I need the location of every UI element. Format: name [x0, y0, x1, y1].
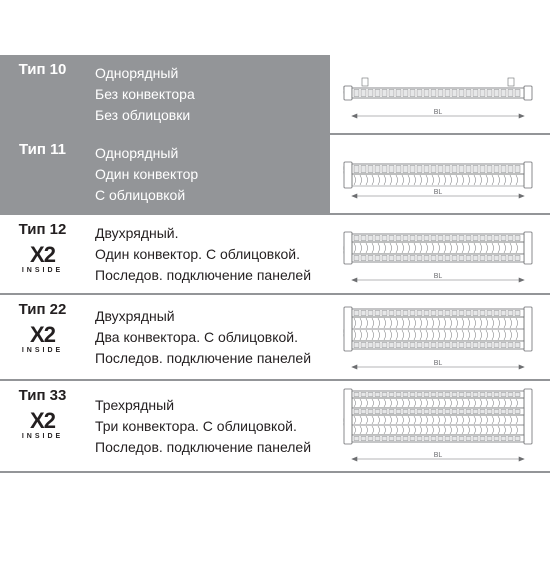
- svg-text:BL: BL: [434, 360, 443, 367]
- table-row: Тип 11 ОднорядныйОдин конвекторС облицовк…: [0, 135, 550, 215]
- svg-text:BL: BL: [434, 273, 443, 280]
- radiator-types-table: Тип 10ОднорядныйБез конвектораБез облицо…: [0, 55, 550, 473]
- type-cell: Тип 22 X2INSIDE: [0, 295, 85, 379]
- table-row: Тип 10 ОднорядныйБез конвектораБез облицо…: [0, 55, 550, 135]
- description-line: Один конвектор. С облицовкой.: [95, 244, 320, 265]
- description-line: Два конвектора. С облицовкой.: [95, 327, 320, 348]
- type-label: Тип 10: [19, 61, 67, 78]
- x2-top: X2: [30, 410, 55, 432]
- description-cell: ОднорядныйБез конвектораБез облицовки: [85, 55, 330, 133]
- x2-top: X2: [30, 324, 55, 346]
- x2-lower: INSIDE: [22, 347, 63, 354]
- type-cell: Тип 10: [0, 55, 85, 133]
- x2-lower: INSIDE: [22, 433, 63, 440]
- table-row: Тип 33 X2INSIDE ТрехрядныйТри конвектора. …: [0, 381, 550, 473]
- x2-inside-badge: X2INSIDE: [22, 244, 63, 274]
- diagram-cell: BLBT: [330, 215, 550, 293]
- type-label: Тип 33: [19, 387, 67, 404]
- description-line: Однорядный: [95, 143, 320, 164]
- type-label: Тип 22: [19, 301, 67, 318]
- svg-text:BL: BL: [434, 109, 443, 116]
- x2-inside-badge: X2INSIDE: [22, 324, 63, 354]
- description-line: Последов. подключение панелей: [95, 437, 320, 458]
- x2-top: X2: [30, 244, 55, 266]
- description-line: Без облицовки: [95, 105, 320, 126]
- type-cell: Тип 33 X2INSIDE: [0, 381, 85, 471]
- description-line: Однорядный: [95, 63, 320, 84]
- x2-inside-badge: X2INSIDE: [22, 410, 63, 440]
- description-line: Три конвектора. С облицовкой.: [95, 416, 320, 437]
- description-line: Без конвектора: [95, 84, 320, 105]
- description-line: Последов. подключение панелей: [95, 348, 320, 369]
- description-cell: ДвухрядныйДва конвектора. С облицовкой.П…: [85, 295, 330, 379]
- table-row: Тип 22 X2INSIDE ДвухрядныйДва конвектора. …: [0, 295, 550, 381]
- x2-lower: INSIDE: [22, 267, 63, 274]
- svg-text:BL: BL: [434, 189, 443, 196]
- diagram-cell: BLBT: [330, 55, 550, 133]
- diagram-cell: BLBT: [330, 381, 550, 471]
- type-cell: Тип 12 X2INSIDE: [0, 215, 85, 293]
- type-label: Тип 12: [19, 221, 67, 238]
- description-cell: Двухрядный.Один конвектор. С облицовкой.…: [85, 215, 330, 293]
- diagram-cell: BLBT: [330, 295, 550, 379]
- type-cell: Тип 11: [0, 135, 85, 213]
- description-line: Двухрядный.: [95, 223, 320, 244]
- description-line: С облицовкой: [95, 185, 320, 206]
- svg-text:BL: BL: [434, 452, 443, 459]
- description-line: Двухрядный: [95, 306, 320, 327]
- description-cell: ТрехрядныйТри конвектора. С облицовкой.П…: [85, 381, 330, 471]
- table-row: Тип 12 X2INSIDE Двухрядный.Один конвектор.…: [0, 215, 550, 295]
- diagram-cell: BLBT: [330, 135, 550, 213]
- type-label: Тип 11: [19, 141, 66, 158]
- description-line: Трехрядный: [95, 395, 320, 416]
- description-cell: ОднорядныйОдин конвекторС облицовкой: [85, 135, 330, 213]
- description-line: Последов. подключение панелей: [95, 265, 320, 286]
- description-line: Один конвектор: [95, 164, 320, 185]
